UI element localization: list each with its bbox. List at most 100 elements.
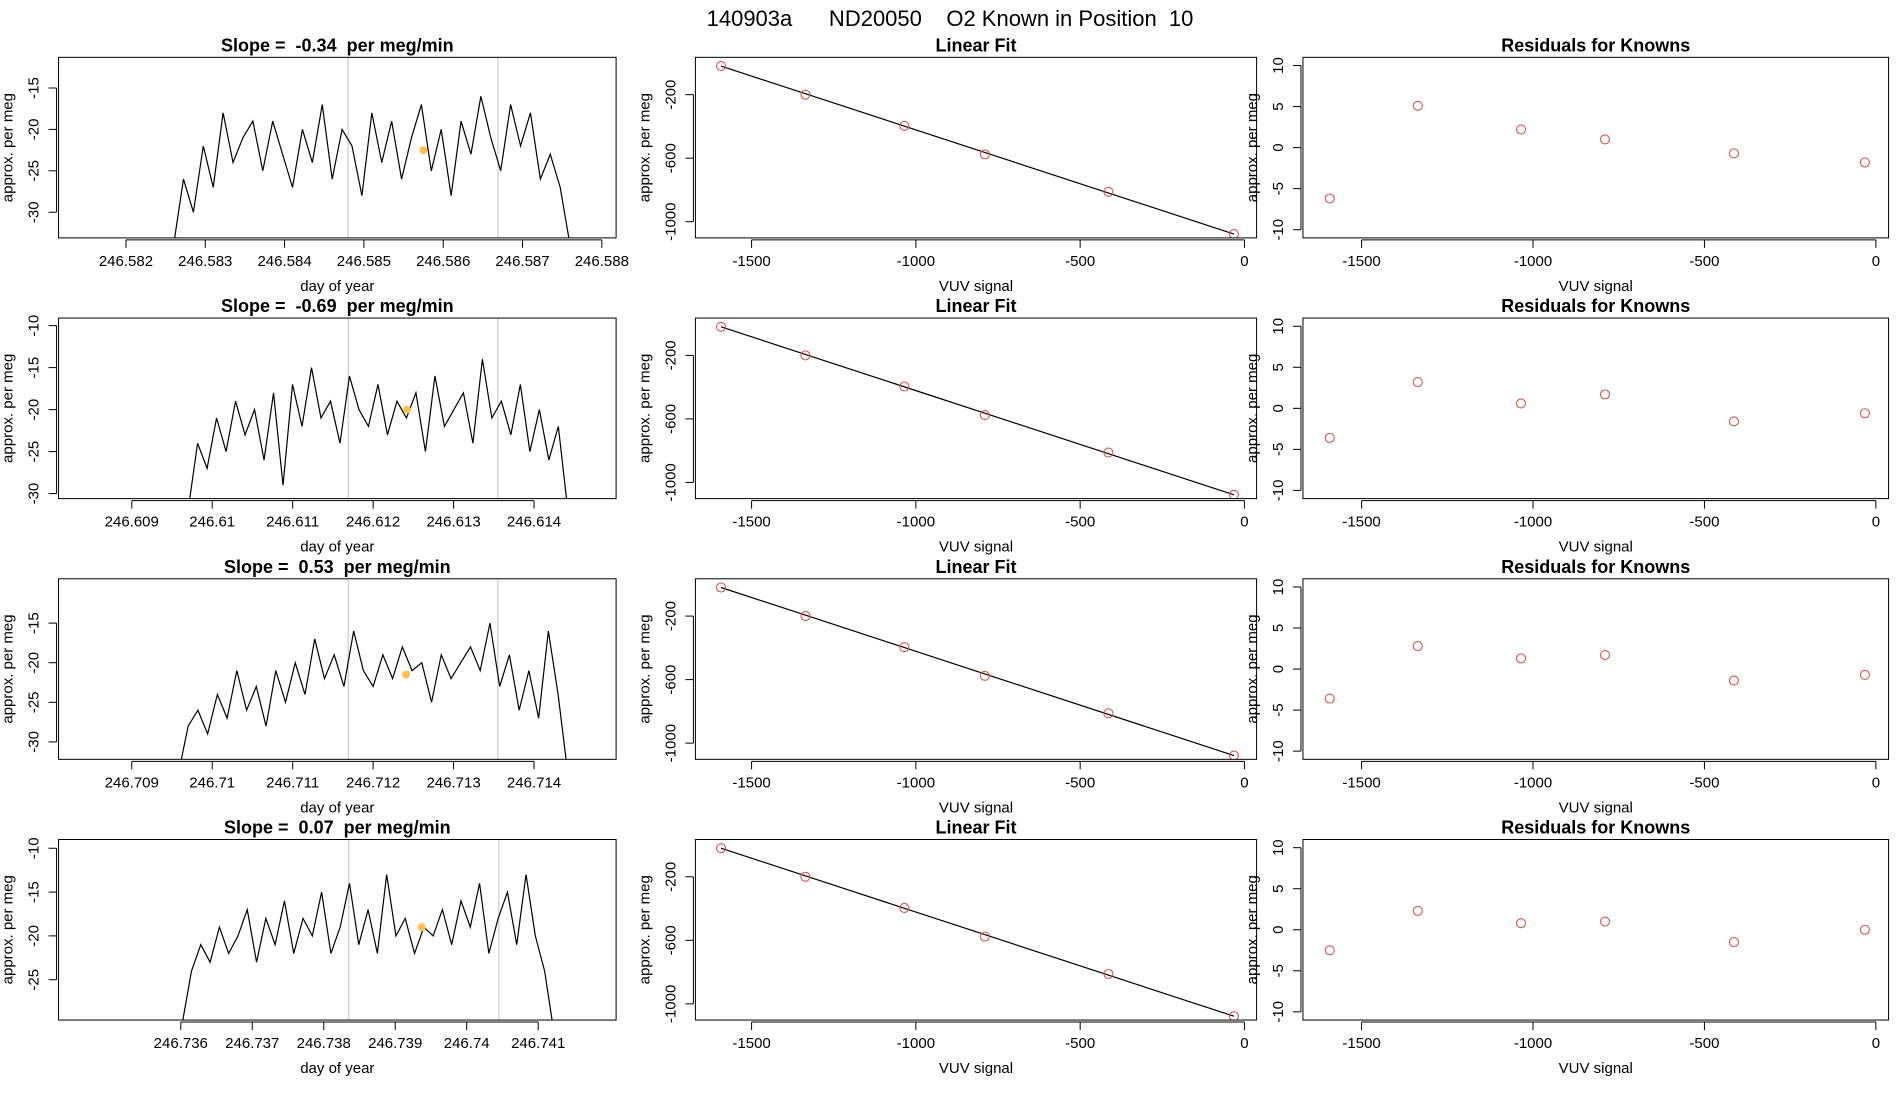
x-tick-label: 246.587 [495, 253, 549, 270]
y-axis-label: approx. per meg [0, 875, 17, 984]
y-tick-label: -15 [26, 881, 43, 903]
y-axis-label: approx. per meg [0, 354, 17, 463]
y-tick-label: 5 [1270, 624, 1287, 632]
point [979, 410, 990, 421]
x-tick-label: 246.583 [178, 253, 232, 270]
x-tick-label: -1500 [732, 253, 770, 270]
point [1599, 650, 1611, 661]
panel-title: Linear Fit [935, 296, 1016, 316]
panel: Slope = -0.34 per meg/min day of year appr… [0, 35, 629, 295]
x-axis-label: VUV signal [1559, 1060, 1633, 1077]
plot-frame [1302, 838, 1890, 1021]
plot-area [715, 582, 1239, 760]
y-tick-label: -25 [26, 969, 43, 991]
y-tick-label: -5 [1270, 964, 1287, 977]
point [1103, 447, 1114, 458]
y-tick-label: -20 [26, 399, 43, 421]
y-tick-label: -200 [662, 340, 679, 370]
point [1728, 148, 1739, 159]
point [899, 902, 910, 913]
point [1515, 398, 1527, 409]
point [979, 931, 990, 942]
x-tick-label: -1500 [1342, 253, 1380, 270]
x-tick-label: 0 [1240, 253, 1248, 270]
y-tick-label: 0 [1270, 404, 1287, 412]
point [1515, 124, 1527, 135]
x-tick-label: 246.713 [426, 774, 480, 791]
point [1859, 157, 1870, 168]
point [1324, 193, 1335, 204]
y-tick-label: -10 [1270, 740, 1287, 762]
point [1599, 134, 1611, 145]
plot-frame [58, 317, 617, 500]
y-tick-label: 10 [1270, 839, 1287, 856]
y-tick-label: 5 [1270, 363, 1287, 371]
x-tick-label: 246.711 [266, 774, 319, 791]
panel: Linear Fit VUV signal approx. per meg -1500… [636, 817, 1258, 1077]
x-tick-label: 246.612 [346, 514, 400, 531]
data-line [182, 874, 553, 1021]
point [715, 843, 727, 854]
x-tick-label: 0 [1240, 1035, 1248, 1052]
x-tick-label: 246.588 [575, 253, 629, 270]
y-tick-label: -20 [26, 925, 43, 947]
y-tick-label: -30 [26, 201, 43, 223]
y-tick-label: 0 [1270, 665, 1287, 673]
x-tick-label: -1500 [1342, 1035, 1380, 1052]
y-tick-label: -20 [26, 119, 43, 141]
point [715, 582, 727, 593]
y-tick-label: 0 [1270, 143, 1287, 151]
y-tick-label: 0 [1270, 926, 1287, 934]
x-tick-label: 246.611 [266, 514, 319, 531]
point [1412, 641, 1423, 652]
x-tick-label: -500 [1689, 514, 1719, 531]
y-tick-label: -10 [1270, 480, 1287, 502]
x-axis-label: VUV signal [939, 539, 1013, 556]
point [1728, 416, 1739, 427]
fit-line [720, 586, 1235, 757]
x-axis-label: VUV signal [939, 278, 1013, 295]
y-tick-label: -200 [662, 80, 679, 110]
point [715, 321, 727, 332]
x-axis-label: day of year [300, 799, 374, 816]
y-tick-label: 10 [1270, 57, 1287, 74]
x-tick-label: -1000 [1514, 1035, 1552, 1052]
plot-area [174, 57, 570, 238]
point [1228, 229, 1239, 238]
x-tick-label: 246.736 [154, 1035, 208, 1052]
point [1599, 916, 1611, 927]
plot-area [180, 578, 567, 760]
plot-frame [1302, 56, 1890, 239]
x-tick-label: -1500 [732, 514, 770, 531]
point [800, 89, 811, 100]
highlight-point [402, 670, 411, 679]
plot-frame [58, 578, 617, 760]
highlight-point [402, 405, 411, 414]
y-axis-label: approx. per meg [0, 93, 17, 202]
x-tick-label: -500 [1065, 253, 1095, 270]
y-axis-label: approx. per meg [0, 614, 17, 723]
point [1228, 489, 1239, 499]
main-title: 140903a ND20050 O2 Known in Position 10 [707, 6, 1194, 31]
point [979, 149, 990, 160]
point [1228, 750, 1239, 760]
x-tick-label: -1000 [897, 253, 935, 270]
x-axis-label: VUV signal [939, 799, 1013, 816]
y-tick-label: -20 [26, 652, 43, 674]
x-tick-label: -500 [1689, 1035, 1719, 1052]
point [1859, 408, 1870, 419]
plot-area [1324, 377, 1870, 443]
x-tick-label: -500 [1689, 774, 1719, 791]
y-tick-label: -1000 [662, 985, 679, 1023]
y-tick-label: -5 [1270, 703, 1287, 716]
data-line [174, 96, 570, 238]
fit-line [720, 326, 1235, 496]
x-axis-label: VUV signal [1559, 278, 1633, 295]
point [979, 670, 990, 681]
x-tick-label: 246.613 [426, 514, 480, 531]
panel-title: Residuals for Knowns [1501, 557, 1690, 577]
x-tick-label: 0 [1240, 774, 1248, 791]
x-tick-label: 246.614 [507, 514, 561, 531]
plot-frame [694, 56, 1258, 239]
x-tick-label: -500 [1065, 514, 1095, 531]
